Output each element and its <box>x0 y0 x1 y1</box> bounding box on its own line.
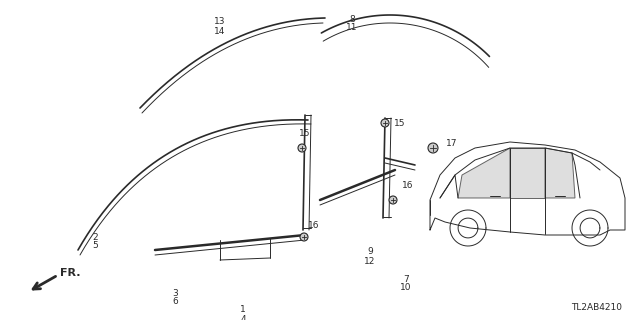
Text: TL2AB4210: TL2AB4210 <box>571 303 622 312</box>
Text: 16: 16 <box>308 220 320 229</box>
Text: 3: 3 <box>172 289 178 298</box>
Text: 5: 5 <box>92 242 98 251</box>
Text: 10: 10 <box>400 284 412 292</box>
Text: 14: 14 <box>214 27 226 36</box>
Text: 15: 15 <box>300 129 311 138</box>
Text: FR.: FR. <box>60 268 81 278</box>
Circle shape <box>300 233 308 241</box>
Text: 6: 6 <box>172 298 178 307</box>
Circle shape <box>428 143 438 153</box>
Text: 17: 17 <box>446 139 458 148</box>
Circle shape <box>389 196 397 204</box>
Text: 13: 13 <box>214 18 226 27</box>
Circle shape <box>381 119 389 127</box>
Text: 2: 2 <box>92 233 98 242</box>
Text: 7: 7 <box>403 275 409 284</box>
Text: 1: 1 <box>240 306 246 315</box>
Text: 8: 8 <box>349 14 355 23</box>
Circle shape <box>298 144 306 152</box>
Text: 12: 12 <box>364 257 376 266</box>
Polygon shape <box>510 148 545 198</box>
Text: 9: 9 <box>367 247 373 257</box>
Polygon shape <box>458 148 510 198</box>
Text: 11: 11 <box>346 23 358 33</box>
Text: 4: 4 <box>240 315 246 320</box>
Text: 15: 15 <box>394 118 406 127</box>
Polygon shape <box>545 148 575 198</box>
Text: 16: 16 <box>403 181 413 190</box>
